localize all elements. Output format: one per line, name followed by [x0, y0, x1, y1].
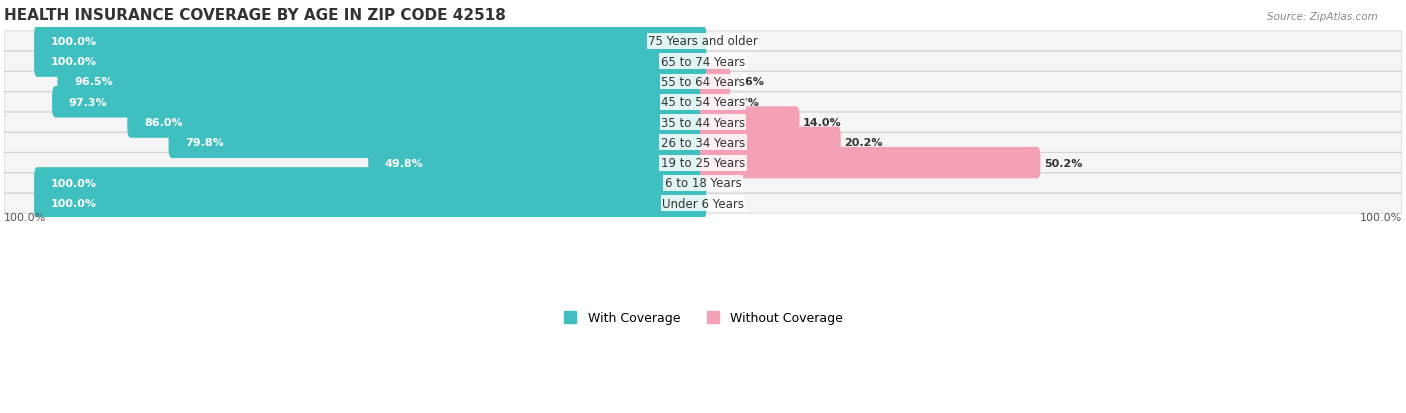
Text: 14.0%: 14.0% — [803, 118, 841, 128]
FancyBboxPatch shape — [700, 127, 841, 159]
Text: 100.0%: 100.0% — [51, 178, 97, 188]
FancyBboxPatch shape — [4, 153, 1402, 173]
Text: 100.0%: 100.0% — [51, 57, 97, 67]
Legend: With Coverage, Without Coverage: With Coverage, Without Coverage — [558, 307, 848, 330]
Text: 79.8%: 79.8% — [186, 138, 224, 148]
Text: 86.0%: 86.0% — [143, 118, 183, 128]
Text: 6 to 18 Years: 6 to 18 Years — [665, 177, 741, 190]
Text: 2.7%: 2.7% — [728, 97, 758, 107]
Text: 97.3%: 97.3% — [69, 97, 107, 107]
Text: 45 to 54 Years: 45 to 54 Years — [661, 96, 745, 109]
Text: 75 Years and older: 75 Years and older — [648, 35, 758, 48]
Text: Source: ZipAtlas.com: Source: ZipAtlas.com — [1267, 12, 1378, 22]
Text: 3.6%: 3.6% — [734, 77, 765, 87]
FancyBboxPatch shape — [4, 52, 1402, 72]
FancyBboxPatch shape — [4, 72, 1402, 92]
Text: 100.0%: 100.0% — [4, 213, 46, 223]
Text: HEALTH INSURANCE COVERAGE BY AGE IN ZIP CODE 42518: HEALTH INSURANCE COVERAGE BY AGE IN ZIP … — [4, 7, 506, 23]
FancyBboxPatch shape — [34, 188, 706, 219]
Text: 50.2%: 50.2% — [1043, 158, 1083, 168]
FancyBboxPatch shape — [34, 168, 706, 199]
FancyBboxPatch shape — [368, 147, 706, 179]
FancyBboxPatch shape — [4, 133, 1402, 153]
Text: 55 to 64 Years: 55 to 64 Years — [661, 76, 745, 89]
Text: 100.0%: 100.0% — [1360, 213, 1402, 223]
FancyBboxPatch shape — [4, 32, 1402, 52]
FancyBboxPatch shape — [4, 194, 1402, 214]
Text: 26 to 34 Years: 26 to 34 Years — [661, 137, 745, 150]
FancyBboxPatch shape — [169, 127, 706, 159]
Text: 19 to 25 Years: 19 to 25 Years — [661, 157, 745, 170]
FancyBboxPatch shape — [34, 46, 706, 78]
Text: 35 to 44 Years: 35 to 44 Years — [661, 116, 745, 129]
FancyBboxPatch shape — [128, 107, 706, 138]
FancyBboxPatch shape — [700, 66, 730, 98]
FancyBboxPatch shape — [4, 113, 1402, 133]
FancyBboxPatch shape — [58, 66, 706, 98]
FancyBboxPatch shape — [4, 93, 1402, 112]
FancyBboxPatch shape — [52, 87, 706, 118]
FancyBboxPatch shape — [700, 147, 1040, 179]
FancyBboxPatch shape — [700, 107, 800, 138]
Text: 49.8%: 49.8% — [385, 158, 423, 168]
Text: 20.2%: 20.2% — [844, 138, 883, 148]
Text: 65 to 74 Years: 65 to 74 Years — [661, 55, 745, 69]
Text: 96.5%: 96.5% — [75, 77, 112, 87]
Text: 100.0%: 100.0% — [51, 37, 97, 47]
Text: Under 6 Years: Under 6 Years — [662, 197, 744, 210]
FancyBboxPatch shape — [34, 26, 706, 57]
Text: 100.0%: 100.0% — [51, 199, 97, 209]
FancyBboxPatch shape — [4, 173, 1402, 193]
FancyBboxPatch shape — [700, 87, 724, 118]
